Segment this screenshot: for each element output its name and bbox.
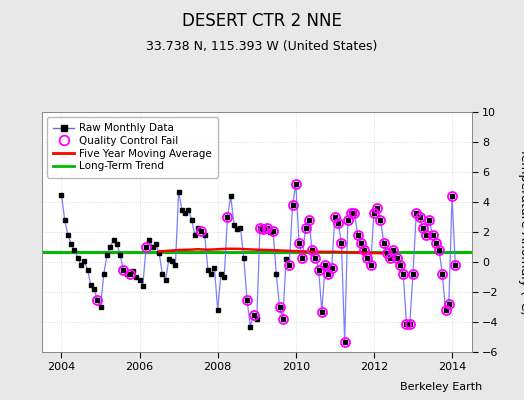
Y-axis label: Temperature Anomaly (°C): Temperature Anomaly (°C) xyxy=(518,148,524,316)
Legend: Raw Monthly Data, Quality Control Fail, Five Year Moving Average, Long-Term Tren: Raw Monthly Data, Quality Control Fail, … xyxy=(47,117,219,178)
Text: Berkeley Earth: Berkeley Earth xyxy=(400,382,482,392)
Text: DESERT CTR 2 NNE: DESERT CTR 2 NNE xyxy=(182,12,342,30)
Text: 33.738 N, 115.393 W (United States): 33.738 N, 115.393 W (United States) xyxy=(146,40,378,53)
